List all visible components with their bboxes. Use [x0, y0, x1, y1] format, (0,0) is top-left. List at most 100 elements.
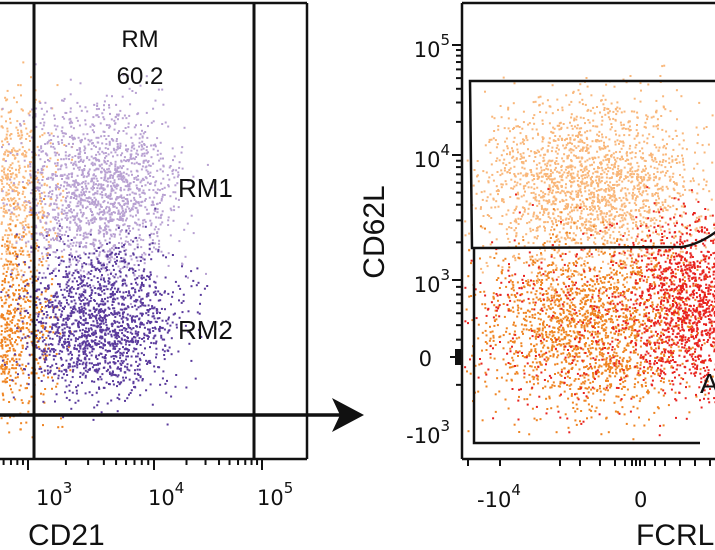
- event-dot: [93, 238, 96, 241]
- event-dot: [643, 140, 646, 143]
- event-dot: [123, 214, 125, 217]
- event-dot: [108, 241, 111, 244]
- event-dot: [108, 104, 110, 107]
- event-dot: [39, 211, 42, 214]
- event-dot: [130, 355, 133, 358]
- event-dot: [29, 323, 32, 326]
- event-dot: [141, 297, 144, 300]
- event-dot: [65, 359, 68, 362]
- event-dot: [94, 156, 97, 159]
- event-dot: [129, 209, 132, 212]
- event-dot: [103, 235, 105, 238]
- event-dot: [77, 200, 80, 203]
- event-dot: [569, 215, 572, 218]
- event-dot: [58, 283, 61, 286]
- event-dot: [82, 232, 85, 235]
- event-dot: [605, 173, 608, 176]
- event-dot: [143, 251, 146, 254]
- event-dot: [579, 188, 582, 191]
- event-dot: [22, 190, 25, 193]
- event-dot: [66, 319, 69, 321]
- event-dot: [8, 209, 11, 212]
- event-dot: [97, 136, 100, 139]
- event-dot: [27, 226, 30, 229]
- event-dot: [128, 87, 131, 90]
- event-dot: [621, 219, 624, 222]
- event-dot: [106, 231, 109, 234]
- event-dot: [592, 209, 595, 212]
- event-dot: [124, 253, 127, 256]
- event-dot: [69, 201, 72, 204]
- event-dot: [156, 232, 159, 235]
- event-dot: [1, 238, 4, 241]
- event-dot: [20, 326, 23, 329]
- event-dot: [62, 373, 65, 376]
- event-dot: [56, 366, 59, 369]
- event-dot: [28, 179, 31, 182]
- event-dot: [140, 256, 143, 259]
- event-dot: [104, 193, 107, 196]
- event-dot: [105, 285, 108, 288]
- event-dot: [646, 193, 649, 196]
- event-dot: [631, 175, 634, 178]
- event-dot: [78, 336, 81, 339]
- event-dot: [92, 123, 94, 126]
- event-dot: [91, 129, 94, 132]
- event-dot: [112, 139, 115, 142]
- event-dot: [16, 323, 19, 325]
- event-dot: [119, 356, 122, 359]
- event-dot: [521, 127, 524, 130]
- event-dot: [125, 274, 128, 277]
- event-dot: [46, 314, 49, 317]
- event-dot: [141, 129, 143, 132]
- event-dot: [638, 247, 641, 250]
- event-dot: [104, 194, 107, 197]
- event-dot: [93, 380, 96, 383]
- event-dot: [174, 312, 176, 315]
- event-dot: [149, 322, 152, 325]
- event-dot: [140, 148, 143, 151]
- event-dot: [1, 190, 4, 193]
- event-dot: [633, 137, 636, 140]
- event-dot: [125, 160, 127, 163]
- event-dot: [47, 213, 50, 216]
- event-dot: [135, 298, 138, 301]
- event-dot: [0, 417, 3, 420]
- event-dot: [85, 222, 88, 225]
- event-dot: [84, 342, 87, 345]
- event-dot: [63, 97, 66, 100]
- event-dot: [24, 217, 27, 220]
- event-dot: [82, 199, 85, 202]
- event-dot: [20, 275, 23, 278]
- event-dot: [93, 177, 96, 180]
- event-dot: [170, 303, 172, 306]
- event-dot: [114, 253, 117, 256]
- event-dot: [70, 208, 72, 211]
- event-dot: [20, 247, 23, 250]
- event-dot: [141, 379, 144, 382]
- event-dot: [124, 296, 127, 299]
- event-dot: [570, 100, 573, 103]
- event-dot: [69, 216, 72, 219]
- event-dot: [27, 328, 30, 331]
- event-dot: [89, 286, 92, 289]
- event-dot: [113, 181, 116, 184]
- event-dot: [40, 184, 43, 187]
- event-dot: [96, 326, 99, 329]
- event-dot: [83, 168, 86, 170]
- event-dot: [109, 343, 112, 346]
- event-dot: [9, 320, 12, 323]
- event-dot: [99, 323, 101, 326]
- event-dot: [141, 303, 144, 306]
- event-dot: [75, 250, 78, 253]
- event-dot: [14, 205, 17, 208]
- event-dot: [628, 201, 631, 204]
- event-dot: [547, 177, 550, 180]
- event-dot: [142, 257, 144, 260]
- event-dot: [138, 137, 141, 140]
- event-dot: [27, 284, 30, 287]
- event-dot: [147, 160, 150, 163]
- event-dot: [160, 293, 163, 296]
- event-dot: [63, 209, 66, 212]
- event-dot: [16, 255, 19, 258]
